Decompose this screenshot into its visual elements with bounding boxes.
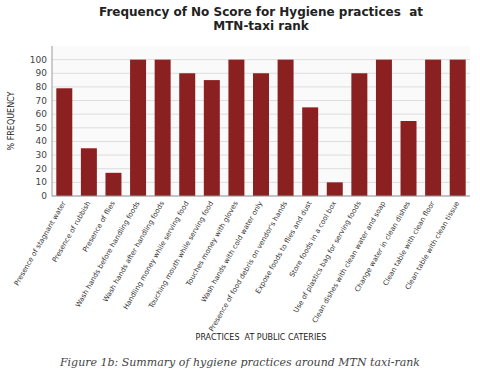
x-axis-label: PRACTICES AT PUBLIC CATERIES	[196, 333, 327, 342]
bar	[81, 148, 97, 196]
bar	[130, 60, 146, 196]
grid-line	[52, 59, 470, 60]
bar	[351, 73, 367, 196]
title-line: Frequency of No Score for Hygiene practi…	[99, 5, 423, 19]
caption: Figure 1b: Summary of hygiene practices …	[59, 356, 420, 369]
bar	[228, 60, 244, 196]
bar	[56, 88, 72, 196]
bar	[450, 60, 466, 196]
bar	[278, 60, 294, 196]
chart: Frequency of No Score for Hygiene practi…	[0, 0, 480, 380]
y-tick-label: 50	[36, 123, 48, 133]
title: Frequency of No Score for Hygiene practi…	[99, 5, 423, 33]
grid-line	[52, 196, 470, 197]
bar	[105, 173, 121, 196]
y-tick-label: 90	[36, 68, 48, 78]
bar	[425, 60, 441, 196]
y-axis-label: % FREQUENCY	[7, 91, 16, 150]
y-axis-line	[52, 46, 53, 196]
bar	[327, 182, 343, 196]
y-tick-label: 80	[36, 82, 48, 92]
x-tick-label: Clean table with clean tissue	[404, 200, 461, 291]
x-ticks: Presence of stagnant waterPresence of ru…	[13, 199, 461, 332]
plot-area	[52, 46, 470, 196]
bar	[302, 107, 318, 196]
y-tick-label: 20	[36, 164, 48, 174]
bar	[204, 80, 220, 196]
y-tick-label: 100	[30, 55, 47, 65]
y-tick-label: 0	[41, 191, 47, 201]
bar	[253, 73, 269, 196]
y-tick-label: 40	[36, 136, 48, 146]
page: {"chart_data": {"type": "bar", "title": …	[0, 0, 480, 380]
bar	[401, 121, 417, 196]
bar	[376, 60, 392, 196]
x-tick-label: Presence of rubbish	[51, 200, 92, 264]
grid	[52, 60, 470, 196]
y-ticks: 0 10 20 30 40 50 60 70 80 90 100	[30, 55, 47, 201]
x-axis-line	[52, 196, 470, 197]
x-tick-label: Store foods in a cool box	[288, 200, 338, 279]
y-tick-label: 70	[36, 96, 48, 106]
y-tick-label: 30	[36, 150, 48, 160]
bar	[179, 73, 195, 196]
bar	[155, 60, 171, 196]
title-line: MTN-taxi rank	[213, 19, 310, 33]
bars	[56, 60, 465, 196]
y-tick-label: 60	[36, 109, 48, 119]
y-tick-label: 10	[36, 177, 48, 187]
